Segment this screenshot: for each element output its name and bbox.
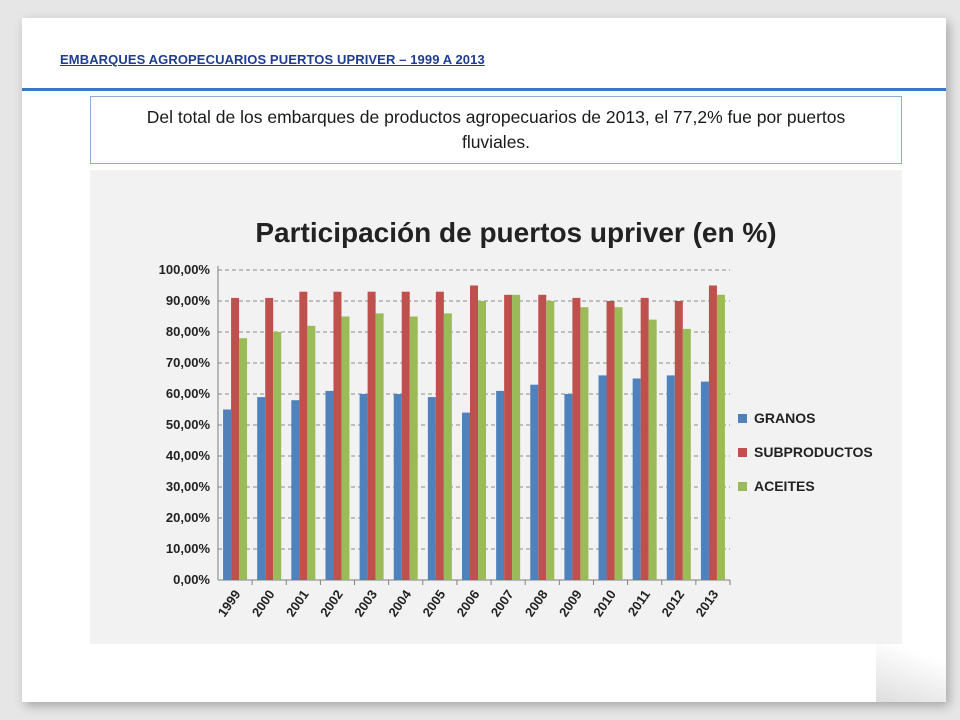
x-tick-label: 2003 [351, 587, 380, 619]
bar-subproductos-2001 [299, 291, 308, 580]
x-tick-label: 2010 [590, 587, 619, 619]
bar-subproductos-2006 [470, 285, 478, 580]
title-divider [22, 88, 946, 91]
bar-subproductos-2011 [640, 297, 649, 580]
bar-granos-2012 [666, 375, 675, 580]
x-tick-label: 2009 [556, 587, 585, 619]
bar-granos-1999 [223, 409, 232, 580]
x-tick-label: 1999 [215, 587, 244, 619]
x-tick-label: 2011 [625, 587, 653, 619]
slide: EMBARQUES AGROPECUARIOS PUERTOS UPRIVER … [22, 18, 946, 702]
x-tick-label: 2006 [454, 587, 483, 619]
y-tick-label: 70,00% [166, 355, 211, 370]
bar-aceites-2004 [409, 316, 418, 580]
bar-subproductos-1999 [231, 297, 240, 580]
y-tick-label: 40,00% [166, 448, 211, 463]
slide-title: EMBARQUES AGROPECUARIOS PUERTOS UPRIVER … [60, 52, 485, 67]
y-tick-label: 20,00% [166, 510, 211, 525]
bar-granos-2000 [257, 397, 266, 580]
y-tick-label: 10,00% [166, 541, 211, 556]
bar-aceites-2006 [478, 301, 486, 580]
bar-aceites-2005 [443, 313, 452, 580]
bar-aceites-2011 [648, 319, 657, 580]
x-tick-label: 2001 [283, 587, 312, 619]
chart-title: Participación de puertos upriver (en %) [255, 217, 776, 248]
bar-granos-2002 [325, 390, 334, 580]
bar-subproductos-2003 [367, 291, 376, 580]
x-tick-label: 2005 [419, 587, 448, 619]
y-tick-label: 50,00% [166, 417, 211, 432]
bar-granos-2009 [564, 394, 573, 580]
bar-aceites-2000 [273, 332, 282, 580]
bar-aceites-2008 [546, 301, 555, 580]
bar-aceites-2007 [512, 294, 521, 580]
bar-subproductos-2013 [708, 285, 717, 580]
bar-granos-2006 [462, 412, 470, 580]
x-tick-label: 2008 [522, 587, 551, 619]
bar-aceites-2012 [682, 328, 691, 580]
bar-aceites-2002 [341, 316, 350, 580]
callout-box: Del total de los embarques de productos … [90, 96, 902, 164]
bar-granos-2004 [393, 394, 402, 580]
chart-panel: Participación de puertos upriver (en %) 0… [90, 170, 902, 644]
bar-aceites-2001 [307, 325, 316, 580]
bar-granos-2013 [700, 381, 709, 580]
bar-granos-2003 [359, 394, 368, 580]
bar-subproductos-2010 [606, 301, 615, 580]
bar-granos-2005 [427, 397, 436, 580]
bar-granos-2001 [291, 400, 300, 580]
bar-subproductos-2008 [538, 294, 547, 580]
callout-text: Del total de los embarques de productos … [146, 107, 846, 152]
legend-label-aceites: ACEITES [754, 478, 815, 494]
bar-aceites-1999 [239, 338, 248, 580]
legend-label-granos: GRANOS [754, 410, 815, 426]
legend-swatch-subproductos [738, 448, 747, 457]
x-tick-label: 2013 [693, 587, 722, 619]
legend-label-subproductos: SUBPRODUCTOS [754, 444, 873, 460]
x-tick-label: 2002 [317, 587, 346, 619]
bar-subproductos-2009 [572, 297, 581, 580]
legend-swatch-granos [738, 414, 747, 423]
y-tick-label: 60,00% [166, 386, 211, 401]
x-tick-label: 2000 [249, 587, 278, 619]
bar-subproductos-2000 [265, 297, 274, 580]
bar-granos-2008 [530, 384, 539, 580]
bar-aceites-2003 [375, 313, 384, 580]
bar-subproductos-2004 [401, 291, 410, 580]
bar-aceites-2010 [614, 307, 623, 580]
y-tick-label: 90,00% [166, 293, 211, 308]
bar-granos-2007 [496, 390, 505, 580]
y-tick-label: 100,00% [159, 262, 211, 277]
legend-swatch-aceites [738, 482, 747, 491]
bar-granos-2011 [632, 378, 641, 580]
bar-subproductos-2005 [435, 291, 444, 580]
bar-subproductos-2002 [333, 291, 342, 580]
x-tick-label: 2012 [658, 587, 687, 619]
bar-subproductos-2012 [674, 301, 683, 580]
bar-subproductos-2007 [504, 294, 513, 580]
y-tick-label: 0,00% [173, 572, 210, 587]
y-tick-label: 80,00% [166, 324, 211, 339]
x-tick-label: 2004 [385, 586, 414, 619]
bar-aceites-2009 [580, 307, 589, 580]
y-tick-label: 30,00% [166, 479, 211, 494]
x-tick-label: 2007 [488, 587, 517, 619]
bar-granos-2010 [598, 375, 607, 580]
bar-chart: Participación de puertos upriver (en %) 0… [159, 217, 873, 619]
bar-aceites-2013 [716, 294, 725, 580]
